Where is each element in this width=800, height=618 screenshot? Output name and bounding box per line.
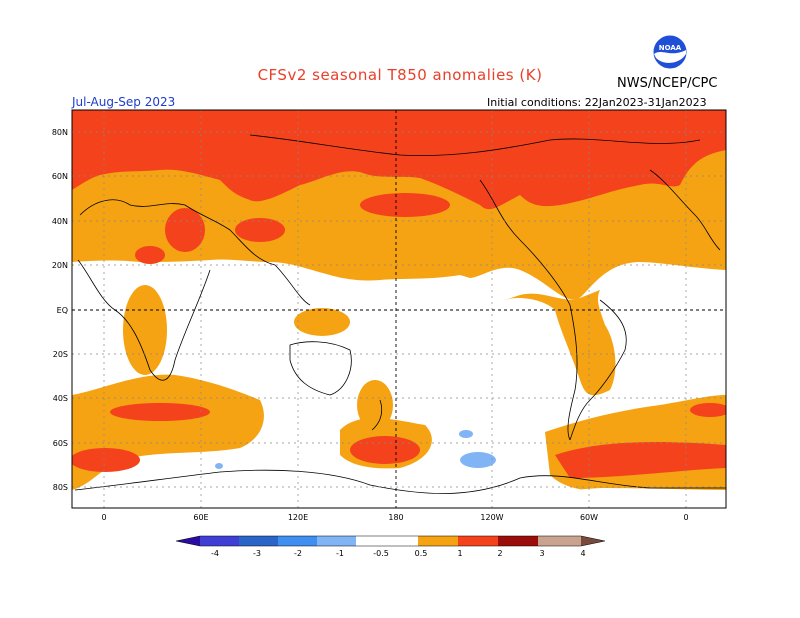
lat-label: 60N — [52, 172, 68, 181]
colorbar-swatch — [200, 536, 239, 546]
colorbar-swatch — [317, 536, 356, 546]
svg-text:NOAA: NOAA — [659, 44, 682, 52]
initial-conditions-label: Initial conditions: 22Jan2023-31Jan2023 — [487, 96, 707, 109]
colorbar-swatch — [458, 536, 498, 546]
red-blob-north-pacific — [360, 193, 450, 217]
colorbar-swatch — [239, 536, 278, 546]
lat-label: EQ — [57, 306, 68, 315]
blue-patch-small — [459, 430, 473, 438]
red-blob-south-atlantic — [555, 442, 726, 478]
colorbar-tick: 3 — [539, 549, 544, 558]
agency-label: NWS/NCEP/CPC — [617, 76, 718, 91]
noaa-logo-icon: NOAA — [652, 34, 688, 70]
anomaly-field — [72, 110, 726, 508]
red-blob-east-atlantic — [690, 403, 726, 417]
lon-label: 180 — [388, 513, 403, 522]
coastlines — [74, 134, 726, 494]
colorbar-arrow-high — [581, 536, 605, 546]
lon-label: 0 — [683, 513, 688, 522]
colorbar-tick: -3 — [253, 549, 261, 558]
red-blob-arabia — [135, 246, 165, 264]
red-blob-south-indian — [110, 403, 210, 421]
colorbar: -4 -3 -2 -1 -0.5 0.5 1 2 3 4 — [175, 535, 606, 558]
red-blob-eurasia — [165, 208, 205, 252]
lon-label: 0 — [101, 513, 106, 522]
colorbar-tick: 4 — [580, 549, 585, 558]
blue-patch-south-pacific — [460, 452, 496, 468]
season-label: Jul-Aug-Sep 2023 — [72, 95, 176, 109]
colorbar-tick: 1 — [457, 549, 462, 558]
red-blob-south-africa — [72, 448, 140, 472]
colorbar-tick: -2 — [294, 549, 302, 558]
lat-label: 40S — [53, 394, 68, 403]
antarctic-white — [72, 471, 726, 508]
colorbar-swatch — [538, 536, 581, 546]
map-frame — [71, 109, 727, 509]
lon-label: 60W — [580, 513, 598, 522]
colorbar-tick: -1 — [336, 549, 344, 558]
colorbar-tick: 2 — [497, 549, 502, 558]
south-orange-region — [72, 374, 264, 490]
lon-label: 120E — [288, 513, 308, 522]
colorbar-tick: -0.5 — [373, 549, 389, 558]
lon-label: 60E — [193, 513, 208, 522]
colorbar-arrow-low — [176, 536, 200, 546]
colorbar-swatch — [356, 536, 418, 546]
colorbar-swatch — [278, 536, 317, 546]
orange-australia-east — [357, 380, 393, 430]
map-title: CFSv2 seasonal T850 anomalies (K) — [257, 66, 543, 84]
orange-maritime — [294, 308, 350, 336]
orange-indian-ocean — [123, 285, 167, 375]
lon-label: 120W — [480, 513, 503, 522]
lat-label: 60S — [53, 439, 68, 448]
grid-lines — [72, 110, 726, 508]
lat-label: 80N — [52, 128, 68, 137]
lat-label: 40N — [52, 217, 68, 226]
lat-label: 80S — [53, 483, 68, 492]
colorbar-swatch — [418, 536, 458, 546]
red-blob-south-pacific — [350, 436, 420, 464]
lat-label: 20S — [53, 350, 68, 359]
colorbar-swatch — [498, 536, 538, 546]
blue-patch-west — [215, 463, 223, 469]
lon-labels: 0 60E 120E 180 120W 60W 0 — [101, 513, 688, 522]
orange-south-america — [505, 290, 616, 396]
lat-labels: 80N 60N 40N 20N EQ 20S 40S 60S 80S — [52, 128, 68, 492]
arctic-red-region — [72, 110, 726, 210]
reference-lines — [72, 110, 726, 508]
colorbar-tick: 0.5 — [415, 549, 428, 558]
colorbar-tick: -4 — [211, 549, 219, 558]
lat-label: 20N — [52, 261, 68, 270]
red-blob-central-asia — [235, 218, 285, 242]
